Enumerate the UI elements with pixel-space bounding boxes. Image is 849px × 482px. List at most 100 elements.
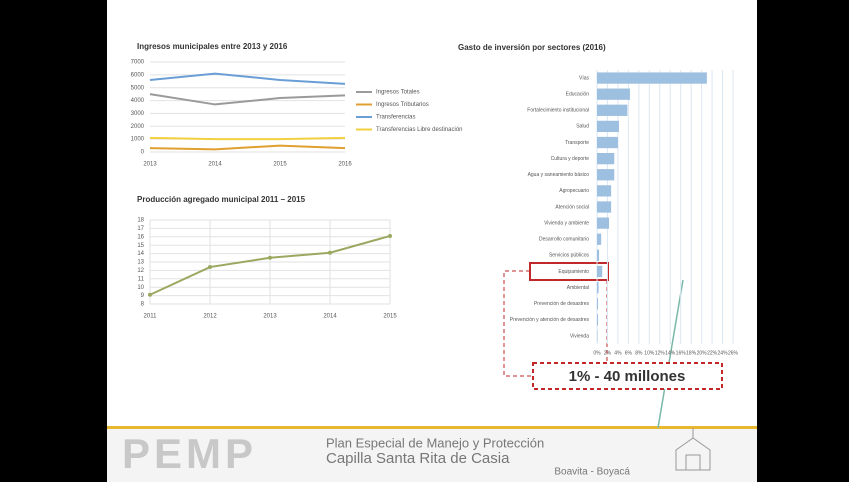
bar <box>597 136 618 149</box>
y-tick-label: 13 <box>137 260 144 266</box>
y-tick-label: 3000 <box>131 111 145 117</box>
x-tick-label: 14% <box>665 350 676 356</box>
x-tick-label: 2013 <box>143 162 157 168</box>
point <box>328 250 332 255</box>
x-tick-label: 2015 <box>383 314 397 320</box>
x-tick-label: 2012 <box>203 314 217 320</box>
pointer-line <box>657 279 684 429</box>
chart-title: Gasto de inversión por sectores (2016) <box>458 43 606 52</box>
y-tick-label: Atención social <box>555 204 589 210</box>
x-tick-label: 2015 <box>273 162 287 168</box>
x-tick-label: 10% <box>644 350 655 356</box>
bar <box>597 153 615 165</box>
point <box>388 233 392 238</box>
chart-title: Ingresos municipales entre 2013 y 2016 <box>137 42 288 51</box>
series-line <box>149 72 346 85</box>
bar <box>597 104 628 116</box>
footer-rule <box>107 426 757 429</box>
x-tick-label: 2011 <box>144 314 158 320</box>
highlight-connector <box>503 270 608 377</box>
bar <box>597 298 599 310</box>
x-tick-label: 22% <box>707 350 718 356</box>
y-tick-label: Vías <box>579 75 590 81</box>
x-tick-label: 18% <box>686 350 697 356</box>
bar <box>597 217 610 229</box>
y-tick-label: 16 <box>137 234 144 240</box>
footer-logo: PEMP <box>122 430 257 477</box>
point <box>148 292 152 297</box>
y-tick-label: Prevención y atención de desastres <box>510 317 590 323</box>
legend-label: Ingresos Tributarios <box>376 102 429 108</box>
x-tick-label: 20% <box>697 350 708 356</box>
y-tick-label: 0 <box>141 150 145 156</box>
point <box>208 265 212 270</box>
bar <box>597 233 602 245</box>
y-tick-label: Cultura y deporte <box>551 156 590 162</box>
x-tick-label: 2014 <box>323 314 337 320</box>
bar <box>597 185 612 197</box>
x-tick-label: 2014 <box>208 162 222 168</box>
x-tick-label: 4% <box>614 350 622 356</box>
bar <box>597 88 630 100</box>
y-tick-label: 12 <box>137 268 144 274</box>
bar <box>597 265 603 278</box>
bar <box>597 281 599 294</box>
y-tick-label: Agropecuario <box>559 188 589 194</box>
y-tick-label: Servicios públicos <box>549 253 590 259</box>
x-tick-label: 26% <box>728 350 739 356</box>
x-tick-label: 12% <box>655 350 666 356</box>
y-tick-label: Vivienda <box>570 333 589 339</box>
y-tick-label: Prevención de desastres <box>534 301 590 307</box>
x-tick-label: 0% <box>593 350 601 356</box>
y-tick-label: Transporte <box>565 140 589 146</box>
point <box>268 255 272 260</box>
y-tick-label: Desarrollo comunitario <box>539 237 589 243</box>
x-tick-label: 24% <box>718 350 729 356</box>
chapel-icon <box>675 428 711 471</box>
y-tick-label: Ambiental <box>567 285 589 291</box>
bar <box>597 314 599 326</box>
y-tick-label: 7000 <box>131 60 145 66</box>
y-tick-label: Educación <box>566 92 590 98</box>
x-tick-label: 2% <box>604 350 612 356</box>
y-tick-label: Agua y saneamiento básico <box>528 172 590 178</box>
footer-band <box>107 429 757 482</box>
y-tick-label: 1000 <box>131 137 145 143</box>
x-tick-label: 2016 <box>338 162 352 168</box>
y-tick-label: 2000 <box>131 124 145 130</box>
y-tick-label: 17 <box>137 226 144 232</box>
x-tick-label: 8% <box>635 350 643 356</box>
legend-label: Transferencias Libre destinación <box>376 127 463 133</box>
bar <box>597 201 612 213</box>
chart-title: Producción agregado municipal 2011 – 201… <box>137 195 306 204</box>
y-tick-label: 11 <box>138 276 145 282</box>
y-tick-label: 9 <box>141 293 145 299</box>
y-tick-label: 5000 <box>131 85 145 91</box>
x-tick-label: 16% <box>676 350 687 356</box>
y-tick-label: Vivienda y ambiente <box>544 220 589 226</box>
bar <box>597 120 619 133</box>
bar <box>597 249 600 261</box>
y-tick-label: 6000 <box>131 72 145 78</box>
y-tick-label: 14 <box>137 251 144 257</box>
legend-label: Transferencias <box>376 115 415 121</box>
footer-line: Capilla Santa Rita de Casia <box>326 450 510 467</box>
y-tick-label: 15 <box>137 243 144 249</box>
bar <box>597 330 598 342</box>
series-line <box>149 136 346 141</box>
bar <box>597 169 615 181</box>
y-tick-label: 8 <box>141 302 145 308</box>
series-line <box>149 144 346 151</box>
y-tick-label: Salud <box>576 124 589 130</box>
y-tick-label: Equipamiento <box>558 269 589 275</box>
annotation-box <box>532 362 723 390</box>
series-line <box>149 93 346 106</box>
annotation: 1% - 40 millones <box>569 368 686 385</box>
bar <box>597 72 707 84</box>
y-tick-label: 18 <box>137 218 144 224</box>
y-tick-label: 10 <box>137 285 144 291</box>
legend-label: Ingresos Totales <box>376 90 420 96</box>
x-tick-label: 6% <box>625 350 633 356</box>
y-tick-label: 4000 <box>131 98 145 104</box>
